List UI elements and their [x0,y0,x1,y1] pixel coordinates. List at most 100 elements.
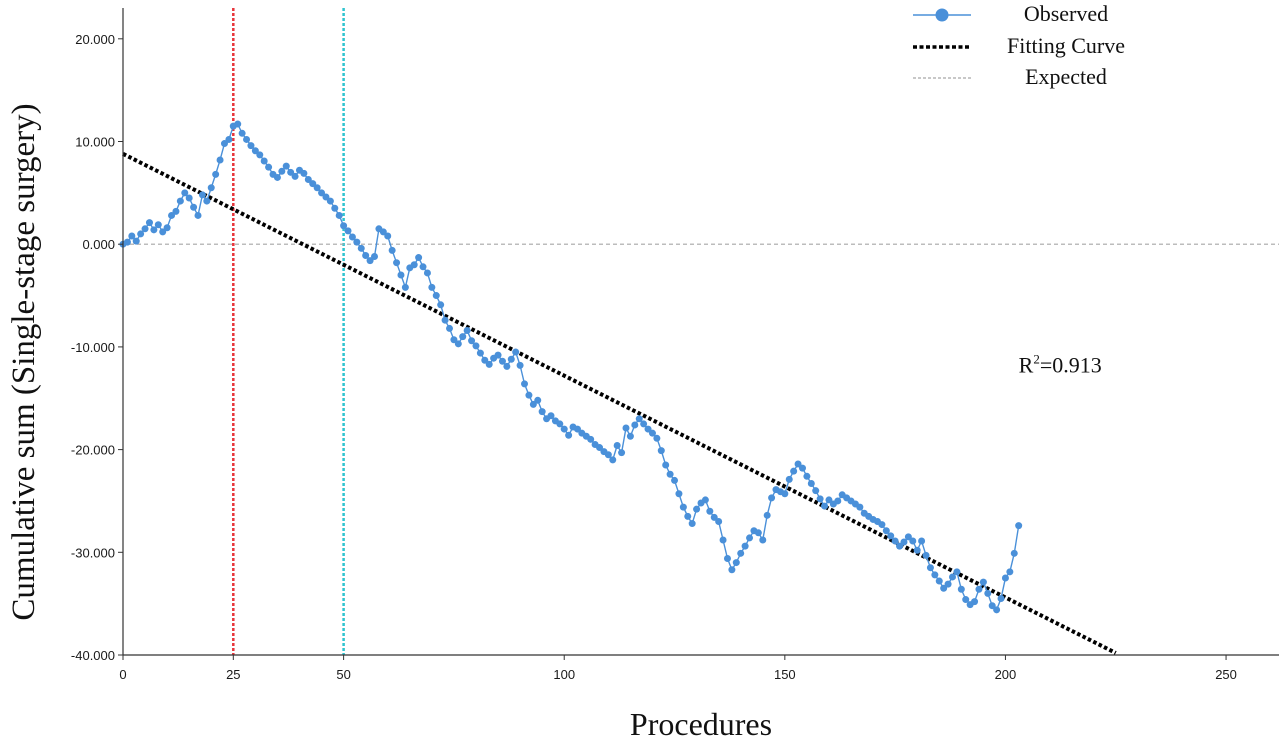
observed-point [891,537,899,545]
observed-point [397,271,405,279]
observed-point [468,337,476,345]
observed-point [560,425,568,433]
observed-point [565,431,573,439]
y-tick-label: -10.000 [71,340,115,355]
observed-point [141,225,149,233]
observed-point [128,232,136,240]
observed-point [362,252,370,260]
observed-point [816,495,824,503]
observed-point [176,197,184,205]
observed-point [150,226,158,234]
observed-point [238,129,246,137]
x-tick-label: 0 [119,667,126,682]
observed-point [935,577,943,585]
legend: Observed Fitting Curve Expected [913,1,1125,89]
observed-point [459,333,467,341]
observed-point [1015,522,1023,530]
observed-point [754,529,762,537]
observed-point [807,479,815,487]
observed-series-points [119,120,1023,614]
observed-point [123,238,131,246]
observed-point [247,142,255,150]
observed-point [896,542,904,550]
observed-point [132,237,140,245]
fitting-curve [122,152,1117,655]
observed-point [662,461,670,469]
observed-point [631,421,639,429]
observed-point [971,598,979,606]
observed-point [732,559,740,567]
legend-observed-marker [935,8,949,22]
observed-point [979,578,987,586]
observed-point [370,253,378,261]
x-axis-ticks: 0 25 50 100 150 200 250 [119,655,1237,682]
observed-point [137,230,145,238]
observed-point [278,167,286,175]
observed-point [701,496,709,504]
x-tick-label: 100 [553,667,575,682]
observed-point [794,460,802,468]
observed-point [525,391,533,399]
observed-point [940,584,948,592]
observed-point [344,227,352,235]
observed-point [388,246,396,254]
legend-item-expected: Expected [913,64,1107,89]
observed-point [225,135,233,143]
observed-point [746,534,754,542]
observed-point [741,542,749,550]
observed-point [348,233,356,241]
observed-point [234,120,242,128]
observed-point [547,412,555,420]
x-tick-label: 200 [995,667,1017,682]
y-axis-title: Cumulative sum (Single-stage surgery) [6,103,42,620]
r-squared-annotation: R2=0.913 [1019,352,1102,378]
observed-point [251,147,259,155]
observed-point [463,326,471,334]
observed-point [331,204,339,212]
observed-point [640,420,648,428]
y-tick-label: 20.000 [75,32,115,47]
observed-point [913,546,921,554]
observed-point [450,336,458,344]
observed-point [900,538,908,546]
observed-point [190,203,198,211]
observed-point [803,472,811,480]
y-axis-ticks: 20.000 10.000 0.000 -10.000 -20.000 -30.000 -4… [71,32,123,663]
observed-point [423,269,431,277]
observed-point [993,606,1001,614]
observed-point [485,360,493,368]
observed-point [273,173,281,181]
observed-point [1006,568,1014,576]
observed-point [922,551,930,559]
observed-point [622,424,630,432]
observed-point [693,505,701,513]
observed-point [212,170,220,178]
observed-point [154,221,162,229]
observed-point [715,517,723,525]
observed-point [953,568,961,576]
observed-point [997,595,1005,603]
observed-point [918,537,926,545]
observed-point [763,511,771,519]
x-tick-label: 25 [226,667,240,682]
observed-point [666,470,674,478]
observed-point [441,316,449,324]
observed-point [243,135,251,143]
legend-item-fitting-curve: Fitting Curve [913,33,1125,58]
observed-point [790,467,798,475]
observed-point [957,585,965,593]
observed-point [931,571,939,579]
observed-point [498,357,506,365]
observed-point [909,537,917,545]
observed-point [472,342,480,350]
legend-label-observed: Observed [1024,1,1108,26]
y-tick-label: -30.000 [71,545,115,560]
observed-point [759,536,767,544]
observed-point [728,566,736,574]
observed-point [719,536,727,544]
legend-label-fitting-curve: Fitting Curve [1007,33,1125,58]
observed-point [679,503,687,511]
observed-point [181,189,189,197]
observed-point [710,513,718,521]
